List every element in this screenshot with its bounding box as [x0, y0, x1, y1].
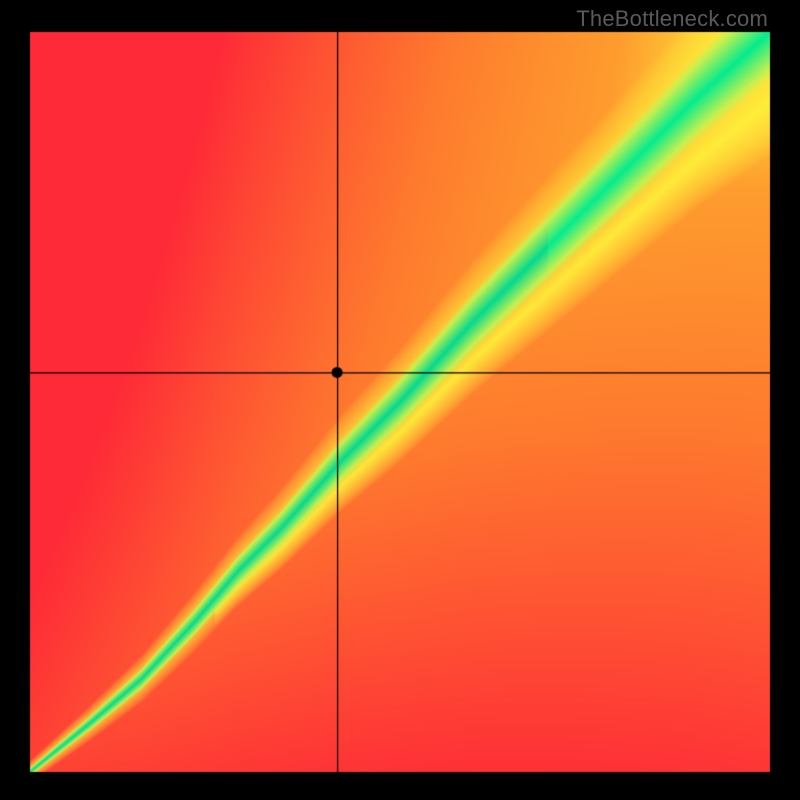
watermark-text: TheBottleneck.com — [576, 6, 768, 32]
chart-container: { "watermark": { "text": "TheBottleneck.… — [0, 0, 800, 800]
bottleneck-heatmap — [0, 0, 800, 800]
